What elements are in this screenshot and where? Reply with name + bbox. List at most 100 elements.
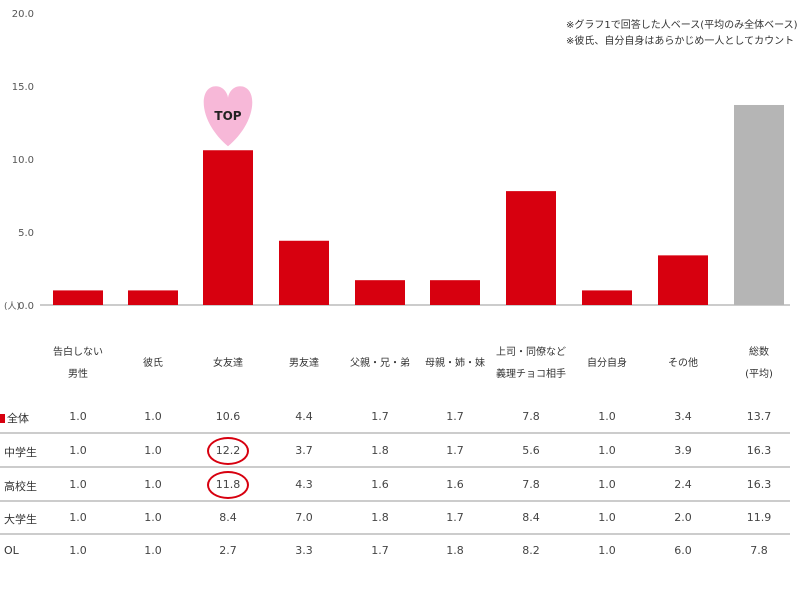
- column-header: 彼氏: [115, 353, 191, 375]
- table-cell: 8.2: [522, 544, 540, 557]
- table-cell: 1.0: [69, 511, 87, 524]
- heart-icon: [203, 86, 253, 147]
- table-cell: 1.0: [69, 478, 87, 491]
- column-header-line: 自分自身: [587, 358, 627, 369]
- column-header-line: 告白しない: [53, 347, 103, 358]
- y-unit-label: (人): [4, 301, 20, 312]
- column-header: 男友達: [266, 353, 342, 375]
- row-label: 中学生: [4, 444, 37, 460]
- table-cell: 1.8: [446, 544, 464, 557]
- column-header: 女友達: [190, 353, 266, 375]
- table-cell: 10.6: [215, 410, 241, 423]
- column-header: 母親・姉・妹: [417, 353, 493, 375]
- column-header-line: 男友達: [289, 358, 319, 369]
- row-label: 大学生: [4, 511, 37, 527]
- column-header: その他: [645, 353, 721, 375]
- table-cell: 3.7: [295, 444, 313, 457]
- table-cell: 2.0: [674, 511, 692, 524]
- row-label: OL: [4, 544, 19, 557]
- y-tick-label: 20.0: [12, 9, 34, 20]
- table-cell: 1.6: [446, 478, 464, 491]
- row-divider: [0, 500, 790, 502]
- table-cell: 1.0: [144, 511, 162, 524]
- chart-note-2: ※彼氏、自分自身はあらかじめ一人としてカウント: [566, 36, 795, 47]
- bar-chart: 0.0 5.0 10.0 15.0 20.0 (人) TOP: [4, 9, 790, 312]
- table-cell: 3.9: [674, 444, 692, 457]
- column-header-line: (平均): [745, 369, 773, 380]
- table-cell: 7.8: [522, 410, 540, 423]
- column-header-line: 上司・同僚など: [496, 347, 566, 358]
- y-tick-label: 5.0: [18, 228, 34, 239]
- table-cell: 1.7: [371, 410, 389, 423]
- table-cell: 1.8: [371, 511, 389, 524]
- column-header-line: 彼氏: [143, 358, 163, 369]
- table-cell: 1.7: [446, 410, 464, 423]
- table-cell: 16.3: [746, 478, 772, 491]
- highlight-circle: [207, 437, 249, 465]
- row-label-text: 高校生: [4, 480, 37, 493]
- column-header-line: 父親・兄・弟: [350, 358, 410, 369]
- y-tick-label: 0.0: [18, 301, 34, 312]
- table-cell: 1.0: [598, 444, 616, 457]
- column-header: 告白しない 男性: [40, 342, 116, 386]
- bar-8: [582, 290, 632, 305]
- row-label-text: OL: [4, 544, 19, 557]
- table-cell: 1.0: [144, 478, 162, 491]
- table-cell: 8.4: [522, 511, 540, 524]
- row-divider: [0, 533, 790, 535]
- row-divider: [0, 432, 790, 434]
- table-cell: 1.0: [144, 444, 162, 457]
- row-label-text: 中学生: [4, 446, 37, 459]
- column-header-line: 総数: [749, 347, 769, 358]
- y-tick-label: 15.0: [12, 82, 34, 93]
- table-cell: 1.0: [69, 544, 87, 557]
- column-header: 父親・兄・弟: [342, 353, 418, 375]
- column-header-line: 女友達: [213, 358, 243, 369]
- table-cell: 7.8: [750, 544, 768, 557]
- table-cell: 4.3: [295, 478, 313, 491]
- chart-note-1: ※グラフ1で回答した人ベース(平均のみ全体ベース): [566, 20, 798, 31]
- table-cell: 5.6: [522, 444, 540, 457]
- bar-10: [734, 104, 784, 305]
- column-header: 総数 (平均): [721, 342, 797, 386]
- column-header-line: 男性: [68, 369, 88, 380]
- table-cell: 1.7: [371, 544, 389, 557]
- legend-swatch: [0, 414, 5, 423]
- row-label-text: 全体: [7, 412, 29, 425]
- table-cell: 1.0: [598, 410, 616, 423]
- table-cell: 1.0: [69, 410, 87, 423]
- table-cell: 1.6: [371, 478, 389, 491]
- column-header-line: その他: [668, 358, 698, 369]
- bar-2: [128, 290, 178, 305]
- column-header: 自分自身: [569, 353, 645, 375]
- table-cell: 6.0: [674, 544, 692, 557]
- y-tick-label: 10.0: [12, 155, 34, 166]
- column-header-line: 義理チョコ相手: [496, 369, 566, 380]
- highlight-circle: [207, 471, 249, 499]
- table-cell: 1.8: [371, 444, 389, 457]
- table-cell: 1.0: [69, 444, 87, 457]
- bar-9: [658, 255, 708, 305]
- bar-1: [53, 290, 103, 305]
- table-cell: 1.7: [446, 511, 464, 524]
- row-label: 高校生: [4, 478, 37, 494]
- table-cell: 1.7: [446, 444, 464, 457]
- column-header-line: 母親・姉・妹: [425, 358, 485, 369]
- row-label: 全体: [0, 410, 29, 426]
- bar-5: [355, 280, 405, 305]
- table-cell: 1.0: [598, 544, 616, 557]
- table-cell: 1.0: [598, 478, 616, 491]
- table-cell: 3.3: [295, 544, 313, 557]
- bar-3: [203, 150, 253, 305]
- table-cell: 1.0: [144, 410, 162, 423]
- table-cell: 8.4: [219, 511, 237, 524]
- table-cell: 2.4: [674, 478, 692, 491]
- table-cell: 11.9: [746, 511, 772, 524]
- table-cell: 2.7: [219, 544, 237, 557]
- column-header: 上司・同僚など 義理チョコ相手: [493, 342, 569, 386]
- table-cell: 4.4: [295, 410, 313, 423]
- row-divider: [0, 466, 790, 468]
- bar-6: [430, 280, 480, 305]
- row-label-text: 大学生: [4, 513, 37, 526]
- table-cell: 1.0: [598, 511, 616, 524]
